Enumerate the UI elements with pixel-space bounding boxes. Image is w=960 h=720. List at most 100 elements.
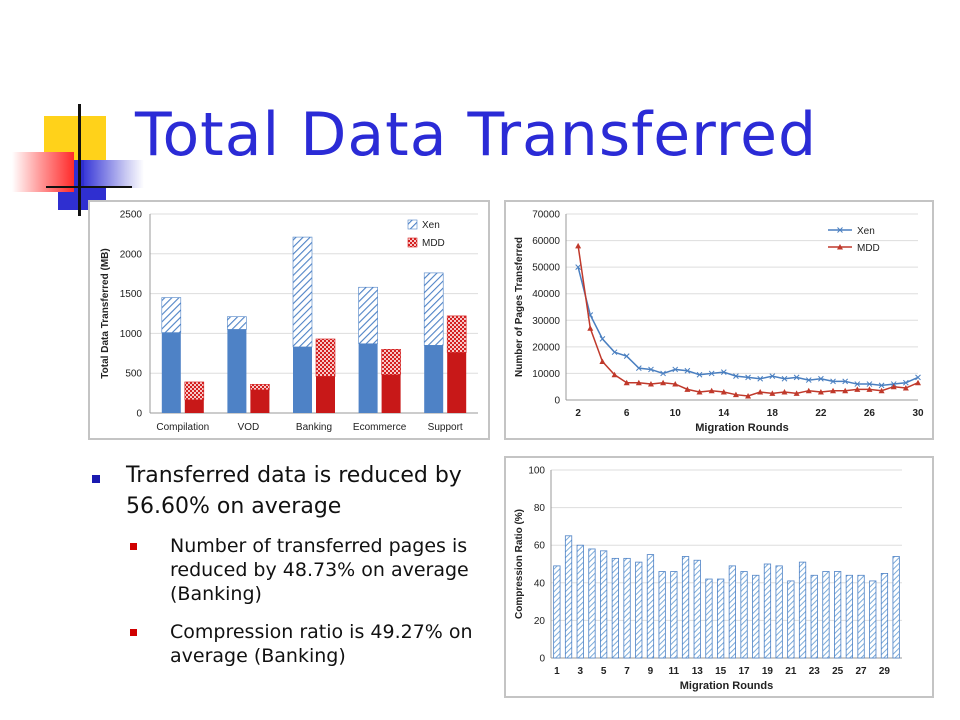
- ratio-bar: [892, 556, 900, 659]
- ratio-bar: [600, 550, 608, 659]
- data-point-mdd: [769, 390, 776, 396]
- data-point-mdd: [696, 389, 703, 395]
- y-tick-label: 40: [534, 578, 546, 589]
- x-tick-label: VOD: [238, 422, 260, 433]
- bullet-main: Transferred data is reduced by 56.60% on…: [92, 460, 492, 522]
- legend-label-xen: Xen: [857, 226, 875, 237]
- deco-horizontal-line: [46, 186, 132, 188]
- x-tick-label: Banking: [296, 422, 332, 433]
- data-point-xen: [708, 370, 715, 377]
- data-point-mdd: [890, 383, 897, 390]
- ratio-bar: [693, 559, 701, 659]
- data-point-mdd: [793, 390, 800, 396]
- ratio-bar: [576, 544, 584, 659]
- data-point-xen: [793, 374, 800, 381]
- bar-xen-hatched: [358, 286, 378, 345]
- ratio-bar: [752, 574, 760, 659]
- data-point-mdd: [623, 379, 630, 386]
- y-tick-label: 500: [125, 369, 142, 380]
- data-point-xen: [781, 375, 788, 382]
- data-point-xen: [611, 349, 618, 356]
- x-tick-label: 15: [715, 666, 727, 677]
- y-tick-label: 0: [539, 654, 545, 665]
- y-axis-label: Compression Ratio (%): [514, 509, 525, 619]
- data-point-xen: [878, 382, 885, 389]
- ratio-bar: [635, 561, 643, 659]
- data-point-mdd: [866, 386, 873, 392]
- chart-total-data-svg: 0 500 1000 1500 2000 2500 Total Data Transferr…: [100, 210, 478, 433]
- bullet-marker-icon: [92, 475, 100, 483]
- ratio-bar: [728, 565, 736, 659]
- x-axis-label: Migration Rounds: [695, 422, 789, 434]
- data-point-mdd: [902, 385, 909, 391]
- x-tick-label: 17: [738, 666, 750, 677]
- data-point-xen: [805, 377, 812, 383]
- ratio-bar: [763, 563, 772, 659]
- x-tick-label: 9: [648, 666, 654, 677]
- bar-xen-solid: [358, 343, 378, 413]
- legend-swatch-xen: [407, 219, 418, 230]
- bar-xen-solid: [293, 346, 312, 413]
- y-tick-label: 10000: [532, 369, 560, 380]
- ratio-bar: [787, 580, 795, 659]
- data-point-xen: [854, 381, 861, 387]
- ratio-bar: [670, 571, 678, 659]
- data-point-xen: [660, 370, 666, 377]
- x-tick-label: 18: [767, 408, 779, 419]
- series-line-xen: [577, 266, 919, 387]
- x-tick-label: 29: [879, 666, 891, 677]
- data-point-xen: [745, 374, 751, 381]
- x-tick-label: Support: [428, 422, 463, 433]
- data-point-mdd: [684, 386, 691, 392]
- data-point-mdd: [611, 371, 618, 378]
- y-tick-label: 80: [534, 503, 546, 514]
- y-tick-label: 1000: [120, 329, 143, 340]
- legend-marker-mdd: [837, 244, 843, 250]
- bar-mdd-solid: [184, 399, 204, 413]
- data-point-mdd: [587, 325, 594, 331]
- data-point-xen: [830, 378, 836, 385]
- data-point-xen: [720, 369, 727, 375]
- y-tick-label: 100: [528, 466, 545, 477]
- ratio-bar: [588, 548, 596, 659]
- data-point-mdd: [708, 387, 715, 394]
- ratio-bar: [646, 554, 655, 659]
- data-point-mdd: [817, 389, 824, 395]
- y-tick-label: 20: [534, 616, 546, 627]
- data-point-xen: [818, 375, 824, 382]
- x-tick-label: 6: [624, 408, 630, 419]
- x-tick-label: 23: [809, 666, 821, 677]
- bar-mdd-solid: [316, 376, 335, 413]
- data-point-mdd: [745, 393, 752, 399]
- data-point-mdd: [599, 358, 606, 364]
- x-tick-label: 1: [554, 666, 560, 677]
- data-point-xen: [903, 379, 909, 386]
- x-tick-label: 2: [575, 408, 581, 419]
- x-tick-label: Compilation: [156, 422, 209, 433]
- bar-xen-hatched: [161, 297, 182, 333]
- x-tick-label: 30: [912, 408, 924, 419]
- ratio-bar: [611, 557, 619, 659]
- data-point-mdd: [830, 387, 837, 394]
- y-tick-label: 2500: [120, 210, 143, 221]
- bullet-list: Transferred data is reduced by 56.60% on…: [92, 460, 492, 682]
- y-tick-label: 0: [136, 409, 142, 420]
- data-point-mdd: [842, 387, 849, 394]
- data-point-mdd: [805, 387, 812, 394]
- sub-bullet-marker-icon: [130, 629, 137, 636]
- bar-xen-solid: [161, 332, 181, 413]
- data-point-mdd: [781, 389, 788, 395]
- bar-xen-hatched: [227, 316, 247, 330]
- x-tick-label: 5: [601, 666, 607, 677]
- data-point-xen: [915, 374, 921, 381]
- bar-xen-hatched: [292, 236, 313, 348]
- bar-mdd-solid: [381, 374, 401, 413]
- legend-label-mdd: MDD: [422, 238, 445, 249]
- y-tick-label: 60: [534, 541, 546, 552]
- data-point-xen: [575, 264, 581, 270]
- chart-compression-ratio: 0 20 40 60 80 100 Compression Ratio (%) 1 3 5 7 9 11…: [504, 456, 934, 698]
- y-tick-label: 0: [554, 396, 560, 407]
- deco-blue-fade: [84, 160, 144, 188]
